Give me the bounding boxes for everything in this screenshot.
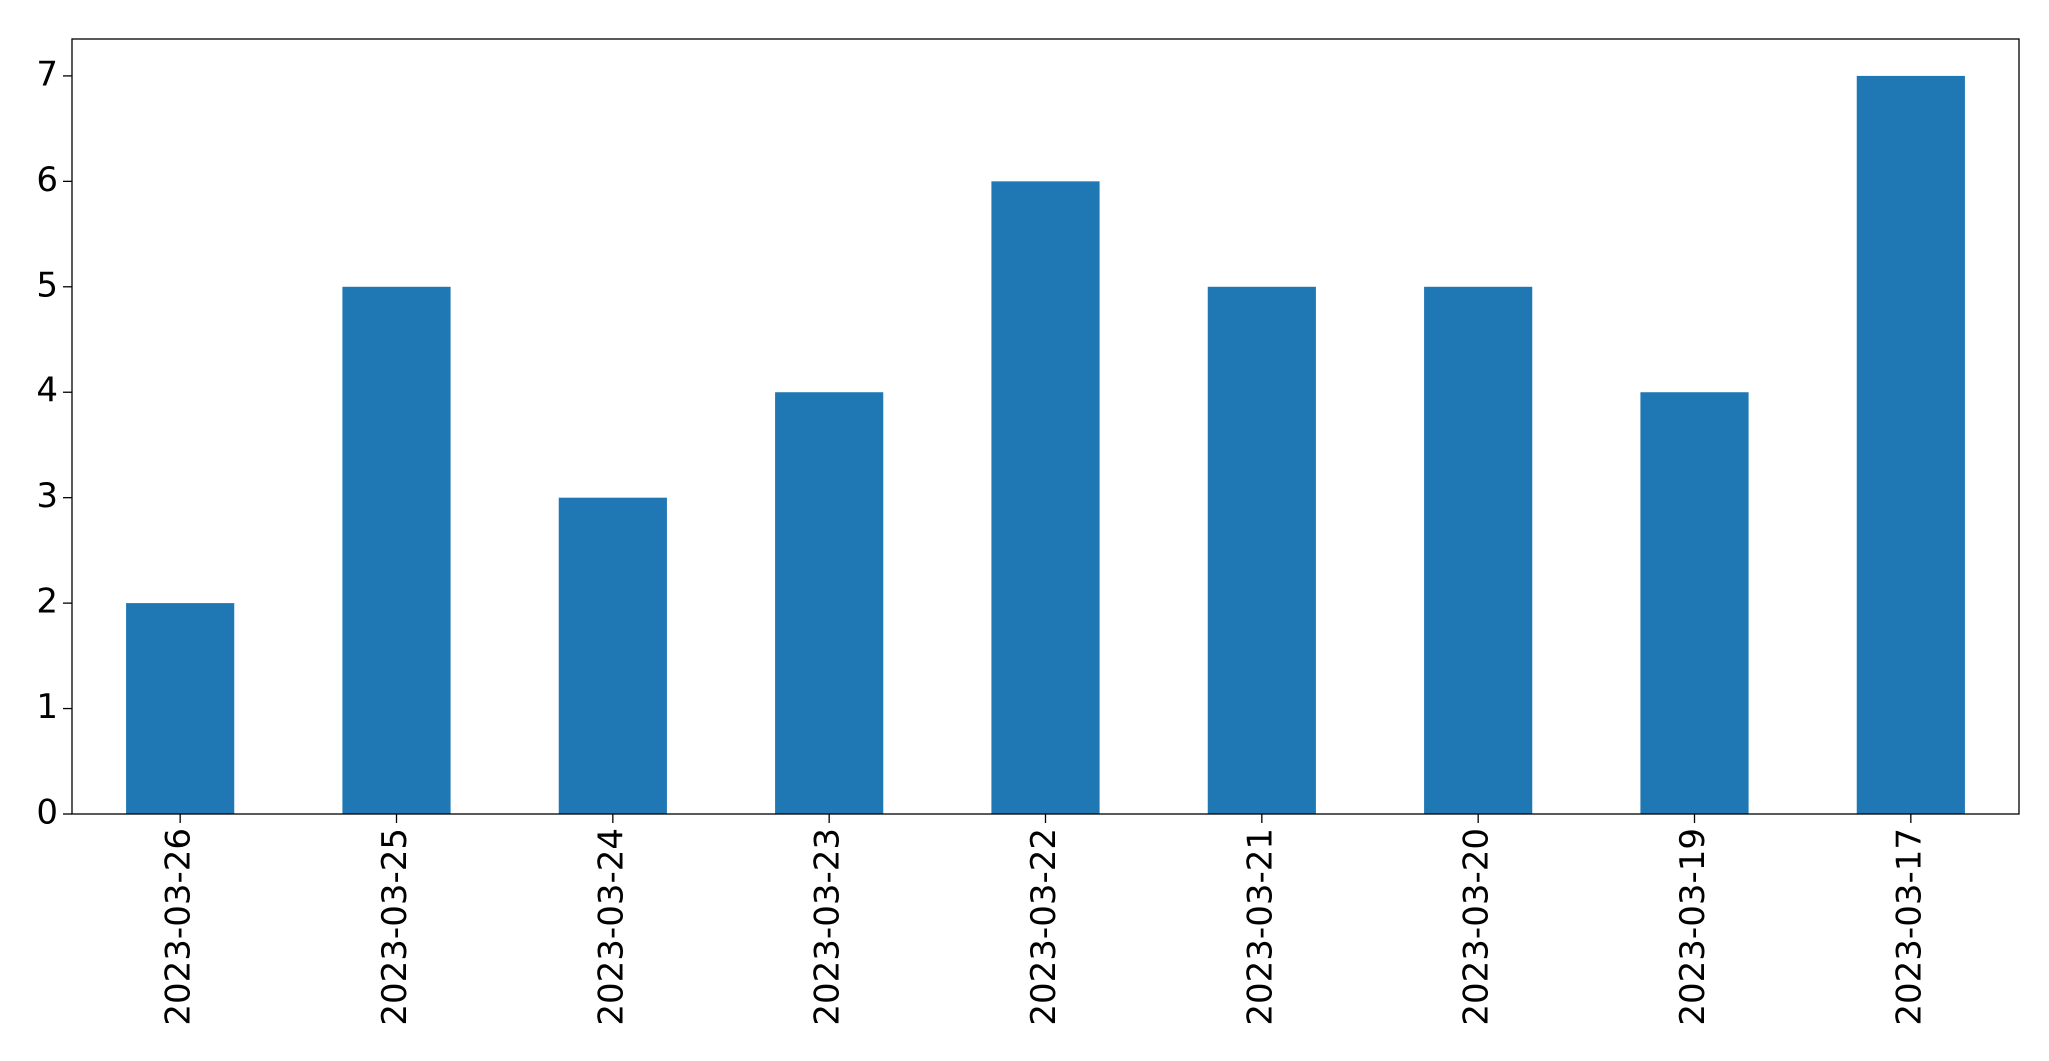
bar [126,603,235,814]
bar [1640,392,1749,814]
x-tick-label: 2023-03-20 [1457,828,1497,1026]
y-tick-label: 1 [36,687,58,727]
x-tick-label: 2023-03-21 [1240,828,1280,1026]
y-tick-label: 2 [36,582,58,622]
x-tick-label: 2023-03-26 [159,828,199,1026]
y-tick-label: 5 [36,265,58,305]
plot-frame [71,38,2020,815]
x-tick-label: 2023-03-23 [808,828,848,1026]
x-tick-label: 2023-03-19 [1673,828,1713,1026]
x-tick-label: 2023-03-25 [375,828,415,1026]
bar [991,181,1100,815]
y-tick-label: 0 [36,793,58,833]
x-tick-label: 2023-03-17 [1889,828,1929,1026]
bar [342,286,451,814]
bar [1856,75,1965,814]
y-tick-label: 6 [36,160,58,200]
bar [558,497,667,814]
y-tick-label: 7 [36,54,58,94]
bar [1207,286,1316,814]
x-tick-label: 2023-03-22 [1024,828,1064,1026]
bar [775,392,884,814]
y-tick-label: 4 [36,371,58,411]
bar [1424,286,1533,814]
y-tick-label: 3 [36,476,58,516]
x-tick-label: 2023-03-24 [591,828,631,1026]
